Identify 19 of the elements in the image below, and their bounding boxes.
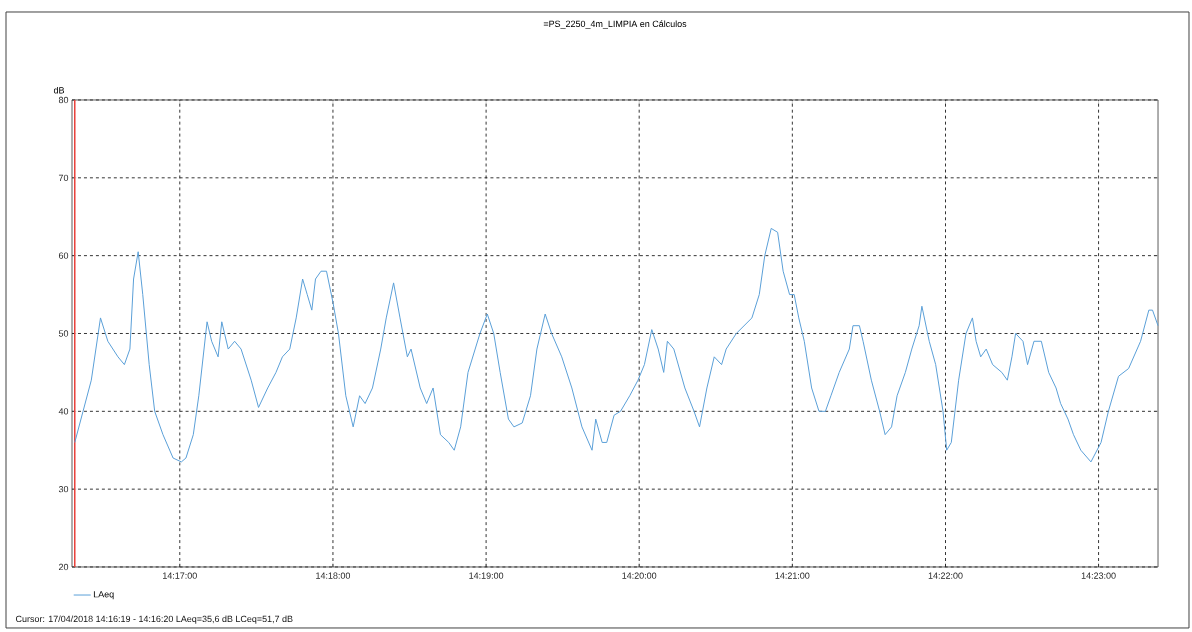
x-tick-label: 14:17:00: [163, 572, 197, 579]
y-tick-label: 20: [58, 563, 69, 571]
x-tick-label: 14:21:00: [775, 572, 810, 579]
x-tick-label: 14:18:00: [316, 572, 351, 579]
y-axis-title: dB: [53, 86, 65, 94]
x-tick-label: 14:19:00: [469, 572, 504, 579]
y-tick-label: 70: [58, 174, 69, 181]
y-tick-label: 30: [58, 485, 69, 493]
x-tick-label: 14:22:00: [928, 572, 963, 579]
text: Cursor: 17/04/2018 14:16:19 - 14:16:20 LAeq=35,6 dB LCeq=51,7 dB: [15, 615, 293, 624]
x-tick-label: 14:20:00: [622, 572, 657, 579]
y-tick-label: 60: [58, 252, 69, 259]
y-tick-label: 40: [58, 408, 69, 415]
y-tick-label: 80: [58, 96, 69, 104]
x-tick-label: 14:23:00: [1081, 572, 1116, 579]
y-tick-label: 50: [58, 330, 69, 337]
legend-label: LAeq: [93, 591, 114, 600]
line-series: [74, 227, 1159, 463]
chart-title: =PS_2250_4m_LIMPIA en Cálculos: [543, 20, 687, 29]
